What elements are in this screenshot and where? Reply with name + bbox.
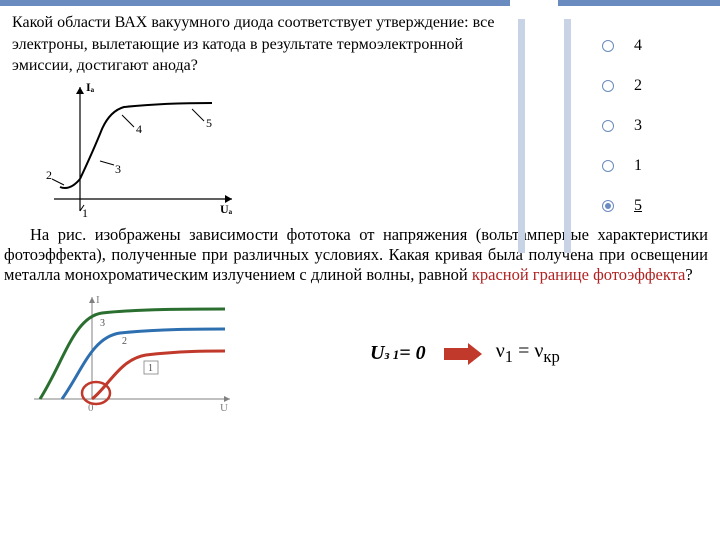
question-1-block: Какой области ВАХ вакуумного диода соотв…: [0, 6, 720, 223]
rhs-sub1: 1: [505, 347, 513, 366]
formula-answer: Uз 1= 0 ν1 = νкр: [370, 340, 560, 367]
radio-icon: [602, 160, 614, 172]
radio-selected-icon: [602, 200, 614, 212]
vah-node-4: 4: [136, 122, 142, 136]
rhs-var: ν: [496, 340, 505, 362]
option-2[interactable]: 2: [602, 77, 702, 95]
radio-icon: [602, 40, 614, 52]
formula-rhs: ν1 = νкр: [496, 340, 560, 367]
lhs-sub: з 1: [384, 347, 399, 362]
option-3[interactable]: 3: [602, 117, 702, 135]
option-label: 5: [634, 197, 642, 215]
lhs-eq: = 0: [399, 342, 425, 364]
question-2-answer-row: I U 0 1 2 3 Uз 1= 0 ν1 = νкр: [0, 291, 720, 416]
diagram-photoeffect: I U 0 1 2 3: [30, 291, 240, 416]
vah-node-2: 2: [46, 168, 52, 182]
question-1-text: Какой области ВАХ вакуумного диода соотв…: [12, 12, 502, 77]
option-1[interactable]: 1: [602, 157, 702, 175]
question-1-options: 4 2 3 1 5: [602, 28, 702, 237]
option-5[interactable]: 5: [602, 197, 702, 215]
vah-y-label: Iₐ: [86, 80, 95, 94]
decor-strip: [564, 19, 571, 253]
svg-text:2: 2: [122, 336, 127, 347]
implies-arrow-icon: [444, 343, 482, 365]
q2-highlight: красной границе фотоэффекта: [472, 265, 686, 284]
rhs-sub2: кр: [543, 347, 559, 366]
option-label: 1: [634, 157, 642, 175]
option-label: 3: [634, 117, 642, 135]
vah-node-1: 1: [82, 206, 88, 219]
rhs-eq: =: [513, 340, 534, 362]
vah-node-5: 5: [206, 116, 212, 130]
radio-icon: [602, 120, 614, 132]
option-label: 4: [634, 37, 642, 55]
pe-x-label: U: [220, 402, 228, 414]
vah-x-label: Uₐ: [220, 202, 233, 216]
option-label: 2: [634, 77, 642, 95]
lhs-var: U: [370, 342, 384, 364]
svg-text:3: 3: [100, 318, 105, 329]
radio-icon: [602, 80, 614, 92]
decor-strip: [518, 19, 525, 253]
pe-y-label: I: [96, 294, 100, 306]
option-4[interactable]: 4: [602, 37, 702, 55]
svg-text:1: 1: [148, 363, 153, 374]
formula-lhs: Uз 1= 0: [370, 342, 426, 365]
vah-node-3: 3: [115, 162, 121, 176]
q2-tail: ?: [685, 265, 692, 284]
